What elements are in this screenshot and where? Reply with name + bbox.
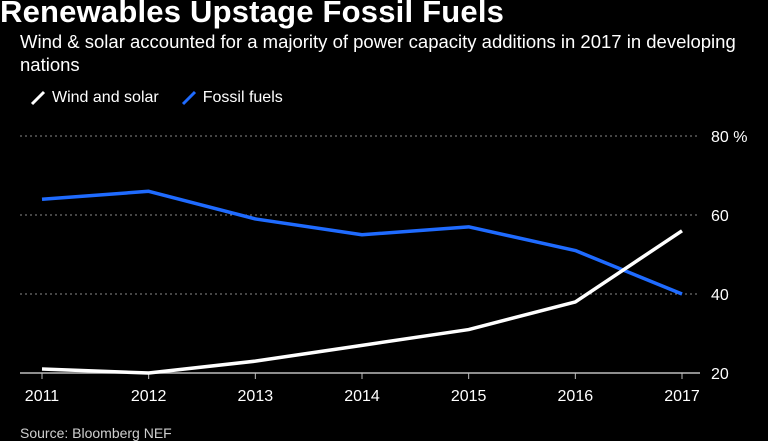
gridlines <box>20 136 700 373</box>
y-tick-label: 60 <box>711 208 729 225</box>
x-axis-labels: 2011 2012 2013 2014 2015 2016 2017 <box>25 373 700 405</box>
x-tick-label: 2015 <box>451 388 487 405</box>
y-tick-label: 80 % <box>711 129 747 146</box>
x-tick-label: 2016 <box>558 388 594 405</box>
x-tick-label: 2017 <box>664 388 700 405</box>
series-lines <box>42 191 682 373</box>
line-chart: 80 % 60 40 20 2011 2012 2013 2014 2015 2016 2017 <box>0 0 768 432</box>
x-tick-label: 2011 <box>25 388 60 405</box>
source-note: Source: Bloomberg NEF <box>20 425 172 441</box>
fossil-fuels-line <box>42 191 682 294</box>
wind-solar-line <box>42 231 682 373</box>
x-tick-label: 2013 <box>238 388 274 405</box>
y-axis-labels: 80 % 60 40 20 <box>711 129 747 383</box>
y-tick-label: 40 <box>711 287 729 304</box>
x-tick-label: 2014 <box>344 388 380 405</box>
y-tick-label: 20 <box>711 366 729 383</box>
x-tick-label: 2012 <box>131 388 167 405</box>
